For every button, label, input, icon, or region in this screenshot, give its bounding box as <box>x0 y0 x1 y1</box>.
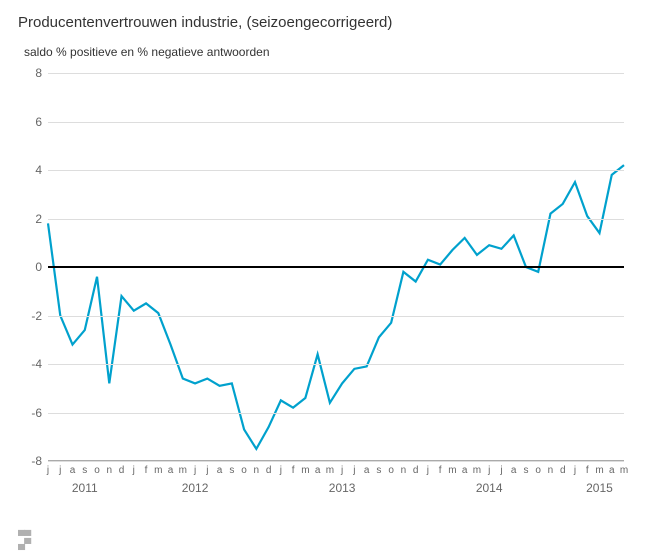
x-month-label: m <box>326 465 334 476</box>
x-month-label: j <box>206 465 208 476</box>
cbs-logo: ▀▀▄▀ <box>18 533 30 549</box>
y-tick-label: -8 <box>20 454 42 468</box>
x-axis: jjasondjfmamjjasondjfmamjjasondjfmamjjas… <box>48 463 624 505</box>
x-year-label: 2014 <box>476 481 503 495</box>
y-tick-label: -6 <box>20 406 42 420</box>
grid-line <box>48 461 624 462</box>
x-year-label: 2013 <box>329 481 356 495</box>
grid-line <box>48 170 624 171</box>
x-month-label: j <box>194 465 196 476</box>
y-tick-label: -4 <box>20 357 42 371</box>
x-month-label: s <box>376 465 381 476</box>
series-path <box>48 165 624 449</box>
grid-line <box>48 73 624 74</box>
x-month-label: j <box>280 465 282 476</box>
y-tick-label: -2 <box>20 309 42 323</box>
y-tick-label: 0 <box>20 260 42 274</box>
zero-line <box>48 266 624 268</box>
x-month-label: a <box>70 465 76 476</box>
chart-area: jjasondjfmamjjasondjfmamjjasondjfmamjjas… <box>18 65 630 505</box>
x-month-label: n <box>106 465 112 476</box>
x-year-label: 2012 <box>182 481 209 495</box>
x-month-label: j <box>427 465 429 476</box>
x-month-label: a <box>364 465 370 476</box>
x-month-label: d <box>560 465 566 476</box>
x-month-label: j <box>488 465 490 476</box>
x-year-label: 2011 <box>72 481 98 495</box>
chart-subtitle: saldo % positieve en % negatieve antwoor… <box>24 45 632 59</box>
x-month-label: d <box>413 465 419 476</box>
x-month-label: a <box>168 465 174 476</box>
x-month-label: a <box>315 465 321 476</box>
x-month-label: n <box>548 465 554 476</box>
x-month-label: s <box>229 465 234 476</box>
grid-line <box>48 219 624 220</box>
x-month-label: o <box>535 465 541 476</box>
x-month-label: a <box>217 465 223 476</box>
x-month-label: j <box>353 465 355 476</box>
y-tick-label: 4 <box>20 163 42 177</box>
x-month-label: f <box>439 465 442 476</box>
x-month-label: o <box>241 465 247 476</box>
x-month-label: o <box>388 465 394 476</box>
y-tick-label: 2 <box>20 212 42 226</box>
x-month-label: m <box>473 465 481 476</box>
x-month-label: j <box>47 465 49 476</box>
x-month-label: j <box>133 465 135 476</box>
x-month-label: n <box>254 465 260 476</box>
x-month-label: m <box>620 465 628 476</box>
grid-line <box>48 364 624 365</box>
x-month-row: jjasondjfmamjjasondjfmamjjasondjfmamjjas… <box>48 463 624 479</box>
plot-area <box>48 73 624 461</box>
y-tick-label: 6 <box>20 115 42 129</box>
y-tick-label: 8 <box>20 66 42 80</box>
x-month-label: j <box>59 465 61 476</box>
x-month-label: j <box>500 465 502 476</box>
x-month-label: f <box>145 465 148 476</box>
x-month-label: m <box>179 465 187 476</box>
x-month-label: f <box>586 465 589 476</box>
x-month-label: a <box>511 465 517 476</box>
x-year-label: 2015 <box>586 481 613 495</box>
x-month-label: j <box>574 465 576 476</box>
grid-line <box>48 413 624 414</box>
x-month-label: d <box>266 465 272 476</box>
x-month-label: m <box>301 465 309 476</box>
x-month-label: m <box>448 465 456 476</box>
x-month-label: s <box>82 465 87 476</box>
grid-line <box>48 316 624 317</box>
x-month-label: d <box>119 465 125 476</box>
x-month-label: o <box>94 465 100 476</box>
chart-title: Producentenvertrouwen industrie, (seizoe… <box>18 14 632 31</box>
x-month-label: n <box>401 465 407 476</box>
x-month-label: m <box>595 465 603 476</box>
x-month-label: j <box>341 465 343 476</box>
x-month-label: a <box>462 465 468 476</box>
x-month-label: s <box>523 465 528 476</box>
x-month-label: m <box>154 465 162 476</box>
x-month-label: a <box>609 465 615 476</box>
x-month-label: f <box>292 465 295 476</box>
x-year-row: 2011 2012 2013 2014 2015 <box>48 479 624 497</box>
grid-line <box>48 122 624 123</box>
